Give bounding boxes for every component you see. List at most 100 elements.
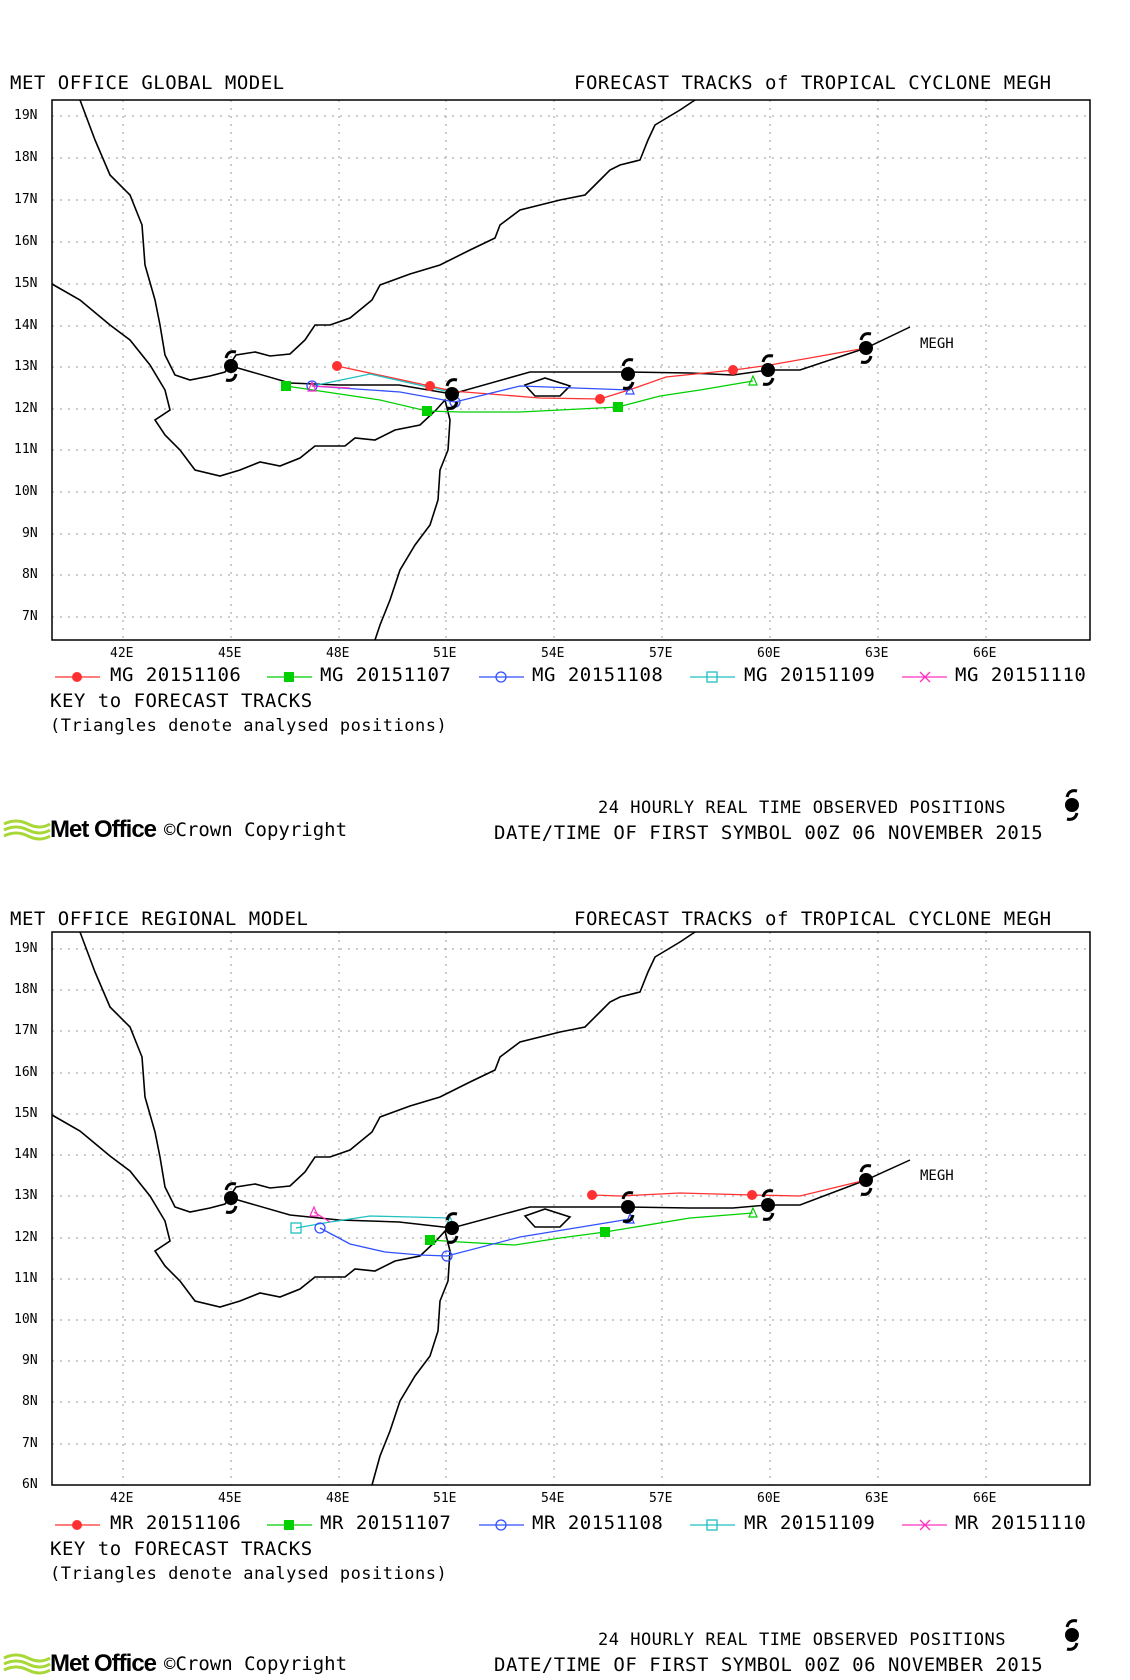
storm-label: MEGH: [920, 1168, 954, 1184]
x-tick: 42E: [110, 1491, 134, 1506]
logo-text: Met Office: [50, 1650, 157, 1677]
x-tick: 57E: [649, 1491, 673, 1506]
y-tick: 14N: [14, 318, 38, 333]
legend-item: MG 20151109: [744, 664, 876, 686]
cyclone-symbols: [224, 332, 873, 410]
y-tick: 7N: [22, 609, 38, 624]
y-tick: 15N: [14, 276, 38, 291]
legend-item: MR 20151106: [110, 1512, 242, 1534]
y-tick: 14N: [14, 1147, 38, 1162]
observed-positions-text: 24 HOURLY REAL TIME OBSERVED POSITIONS: [598, 1630, 1006, 1650]
model-title: MET OFFICE GLOBAL MODEL: [10, 72, 285, 94]
y-tick: 17N: [14, 1023, 38, 1038]
triangle-note: (Triangles denote analysed positions): [50, 1564, 448, 1584]
x-tick: 54E: [541, 1491, 565, 1506]
cyclone-symbol-icon: [1065, 1619, 1079, 1651]
y-tick: 11N: [14, 442, 38, 457]
x-tick: 60E: [757, 1491, 781, 1506]
y-tick: 12N: [14, 1230, 38, 1245]
x-tick: 45E: [218, 1491, 242, 1506]
y-tick: 6N: [22, 1477, 38, 1492]
forecast-title: FORECAST TRACKS of TROPICAL CYCLONE MEGH: [574, 908, 1052, 930]
legend-item: MR 20151107: [320, 1512, 452, 1534]
key-heading: KEY to FORECAST TRACKS: [50, 690, 313, 712]
map-frame: [51, 931, 1091, 1486]
x-tick: 48E: [326, 646, 350, 661]
legend-item: MR 20151109: [744, 1512, 876, 1534]
y-tick: 13N: [14, 359, 38, 374]
coastline: [51, 931, 696, 1486]
track-mr-20151106: [591, 1179, 867, 1197]
map-frame: [51, 99, 1091, 641]
x-tick: 54E: [541, 646, 565, 661]
met-office-wave-icon: [3, 1653, 51, 1675]
x-tick: 60E: [757, 646, 781, 661]
first-symbol-datetime: DATE/TIME OF FIRST SYMBOL 00Z 06 NOVEMBE…: [494, 822, 1044, 844]
y-tick: 17N: [14, 192, 38, 207]
x-tick: 66E: [973, 1491, 997, 1506]
y-tick: 13N: [14, 1188, 38, 1203]
track-mr-20151109: [295, 1215, 451, 1229]
y-tick: 8N: [22, 567, 38, 582]
track-mr-20151107: [429, 1212, 754, 1246]
y-tick: 16N: [14, 1065, 38, 1080]
x-tick: 51E: [433, 646, 457, 661]
y-tick: 9N: [22, 526, 38, 541]
triangle-note: (Triangles denote analysed positions): [50, 716, 448, 736]
observed-track: [230, 1159, 911, 1229]
model-title: MET OFFICE REGIONAL MODEL: [10, 908, 309, 930]
x-tick: 51E: [433, 1491, 457, 1506]
legend-item: MR 20151108: [532, 1512, 664, 1534]
legend-item: MG 20151106: [110, 664, 242, 686]
x-tick: 63E: [865, 1491, 889, 1506]
legend-item: MR 20151110: [955, 1512, 1087, 1534]
legend-item: MG 20151107: [320, 664, 452, 686]
x-tick: 57E: [649, 646, 673, 661]
first-symbol-datetime: DATE/TIME OF FIRST SYMBOL 00Z 06 NOVEMBE…: [494, 1654, 1044, 1676]
y-tick: 11N: [14, 1271, 38, 1286]
track-markers: [290, 1190, 758, 1262]
track-mg-20151106: [336, 347, 867, 400]
cyclone-symbol-icon: [1065, 789, 1079, 821]
legend-markers: [55, 1519, 947, 1531]
y-tick: 19N: [14, 108, 38, 123]
gridlines: [52, 932, 1090, 1485]
storm-label: MEGH: [920, 336, 954, 352]
forecast-title: FORECAST TRACKS of TROPICAL CYCLONE MEGH: [574, 72, 1052, 94]
key-heading: KEY to FORECAST TRACKS: [50, 1538, 313, 1560]
observed-track: [230, 326, 911, 395]
met-office-wave-icon: [3, 819, 51, 841]
track-mg-20151107: [285, 380, 754, 413]
y-tick: 8N: [22, 1394, 38, 1409]
y-tick: 15N: [14, 1106, 38, 1121]
observed-positions-text: 24 HOURLY REAL TIME OBSERVED POSITIONS: [598, 798, 1006, 818]
gridlines: [52, 100, 1090, 640]
track-mg-20151110: [311, 385, 351, 389]
x-tick: 66E: [973, 646, 997, 661]
track-markers: [281, 361, 758, 416]
y-tick: 18N: [14, 982, 38, 997]
y-tick: 9N: [22, 1353, 38, 1368]
legend-markers: [55, 671, 947, 683]
y-tick: 16N: [14, 234, 38, 249]
track-mg-20151109: [311, 373, 451, 393]
legend-item: MG 20151108: [532, 664, 664, 686]
y-tick: 12N: [14, 401, 38, 416]
plot-border: [51, 99, 1091, 641]
coastline: [51, 99, 696, 641]
met-office-logo: Met Office ©Crown Copyright: [3, 1650, 348, 1678]
x-tick: 42E: [110, 646, 134, 661]
copyright-text: ©Crown Copyright: [164, 819, 348, 841]
y-tick: 10N: [14, 484, 38, 499]
copyright-text: ©Crown Copyright: [164, 1653, 348, 1675]
cyclone-symbols: [224, 1164, 873, 1244]
x-tick: 48E: [326, 1491, 350, 1506]
y-tick: 19N: [14, 941, 38, 956]
met-office-logo: Met Office ©Crown Copyright: [3, 816, 348, 844]
y-tick: 10N: [14, 1312, 38, 1327]
track-mr-20151108: [319, 1218, 631, 1257]
legend-item: MG 20151110: [955, 664, 1087, 686]
x-tick: 45E: [218, 646, 242, 661]
track-mg-20151108: [311, 385, 631, 403]
logo-text: Met Office: [50, 816, 157, 843]
